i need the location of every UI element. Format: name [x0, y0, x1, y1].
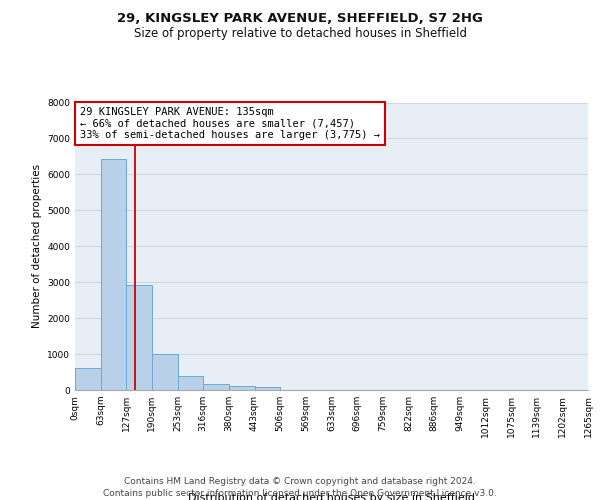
- Bar: [101, 159, 127, 390]
- Text: Size of property relative to detached houses in Sheffield: Size of property relative to detached ho…: [133, 28, 467, 40]
- Text: 29 KINGSLEY PARK AVENUE: 135sqm
← 66% of detached houses are smaller (7,457)
33%: 29 KINGSLEY PARK AVENUE: 135sqm ← 66% of…: [80, 107, 380, 140]
- Bar: [254, 387, 280, 390]
- Bar: [75, 368, 101, 390]
- Bar: [229, 386, 254, 390]
- Text: Contains HM Land Registry data © Crown copyright and database right 2024.
Contai: Contains HM Land Registry data © Crown c…: [103, 476, 497, 498]
- Bar: [178, 376, 203, 390]
- X-axis label: Distribution of detached houses by size in Sheffield: Distribution of detached houses by size …: [188, 492, 475, 500]
- Bar: [203, 384, 229, 390]
- Bar: [127, 285, 152, 390]
- Y-axis label: Number of detached properties: Number of detached properties: [32, 164, 41, 328]
- Text: 29, KINGSLEY PARK AVENUE, SHEFFIELD, S7 2HG: 29, KINGSLEY PARK AVENUE, SHEFFIELD, S7 …: [117, 12, 483, 26]
- Bar: [152, 354, 178, 390]
